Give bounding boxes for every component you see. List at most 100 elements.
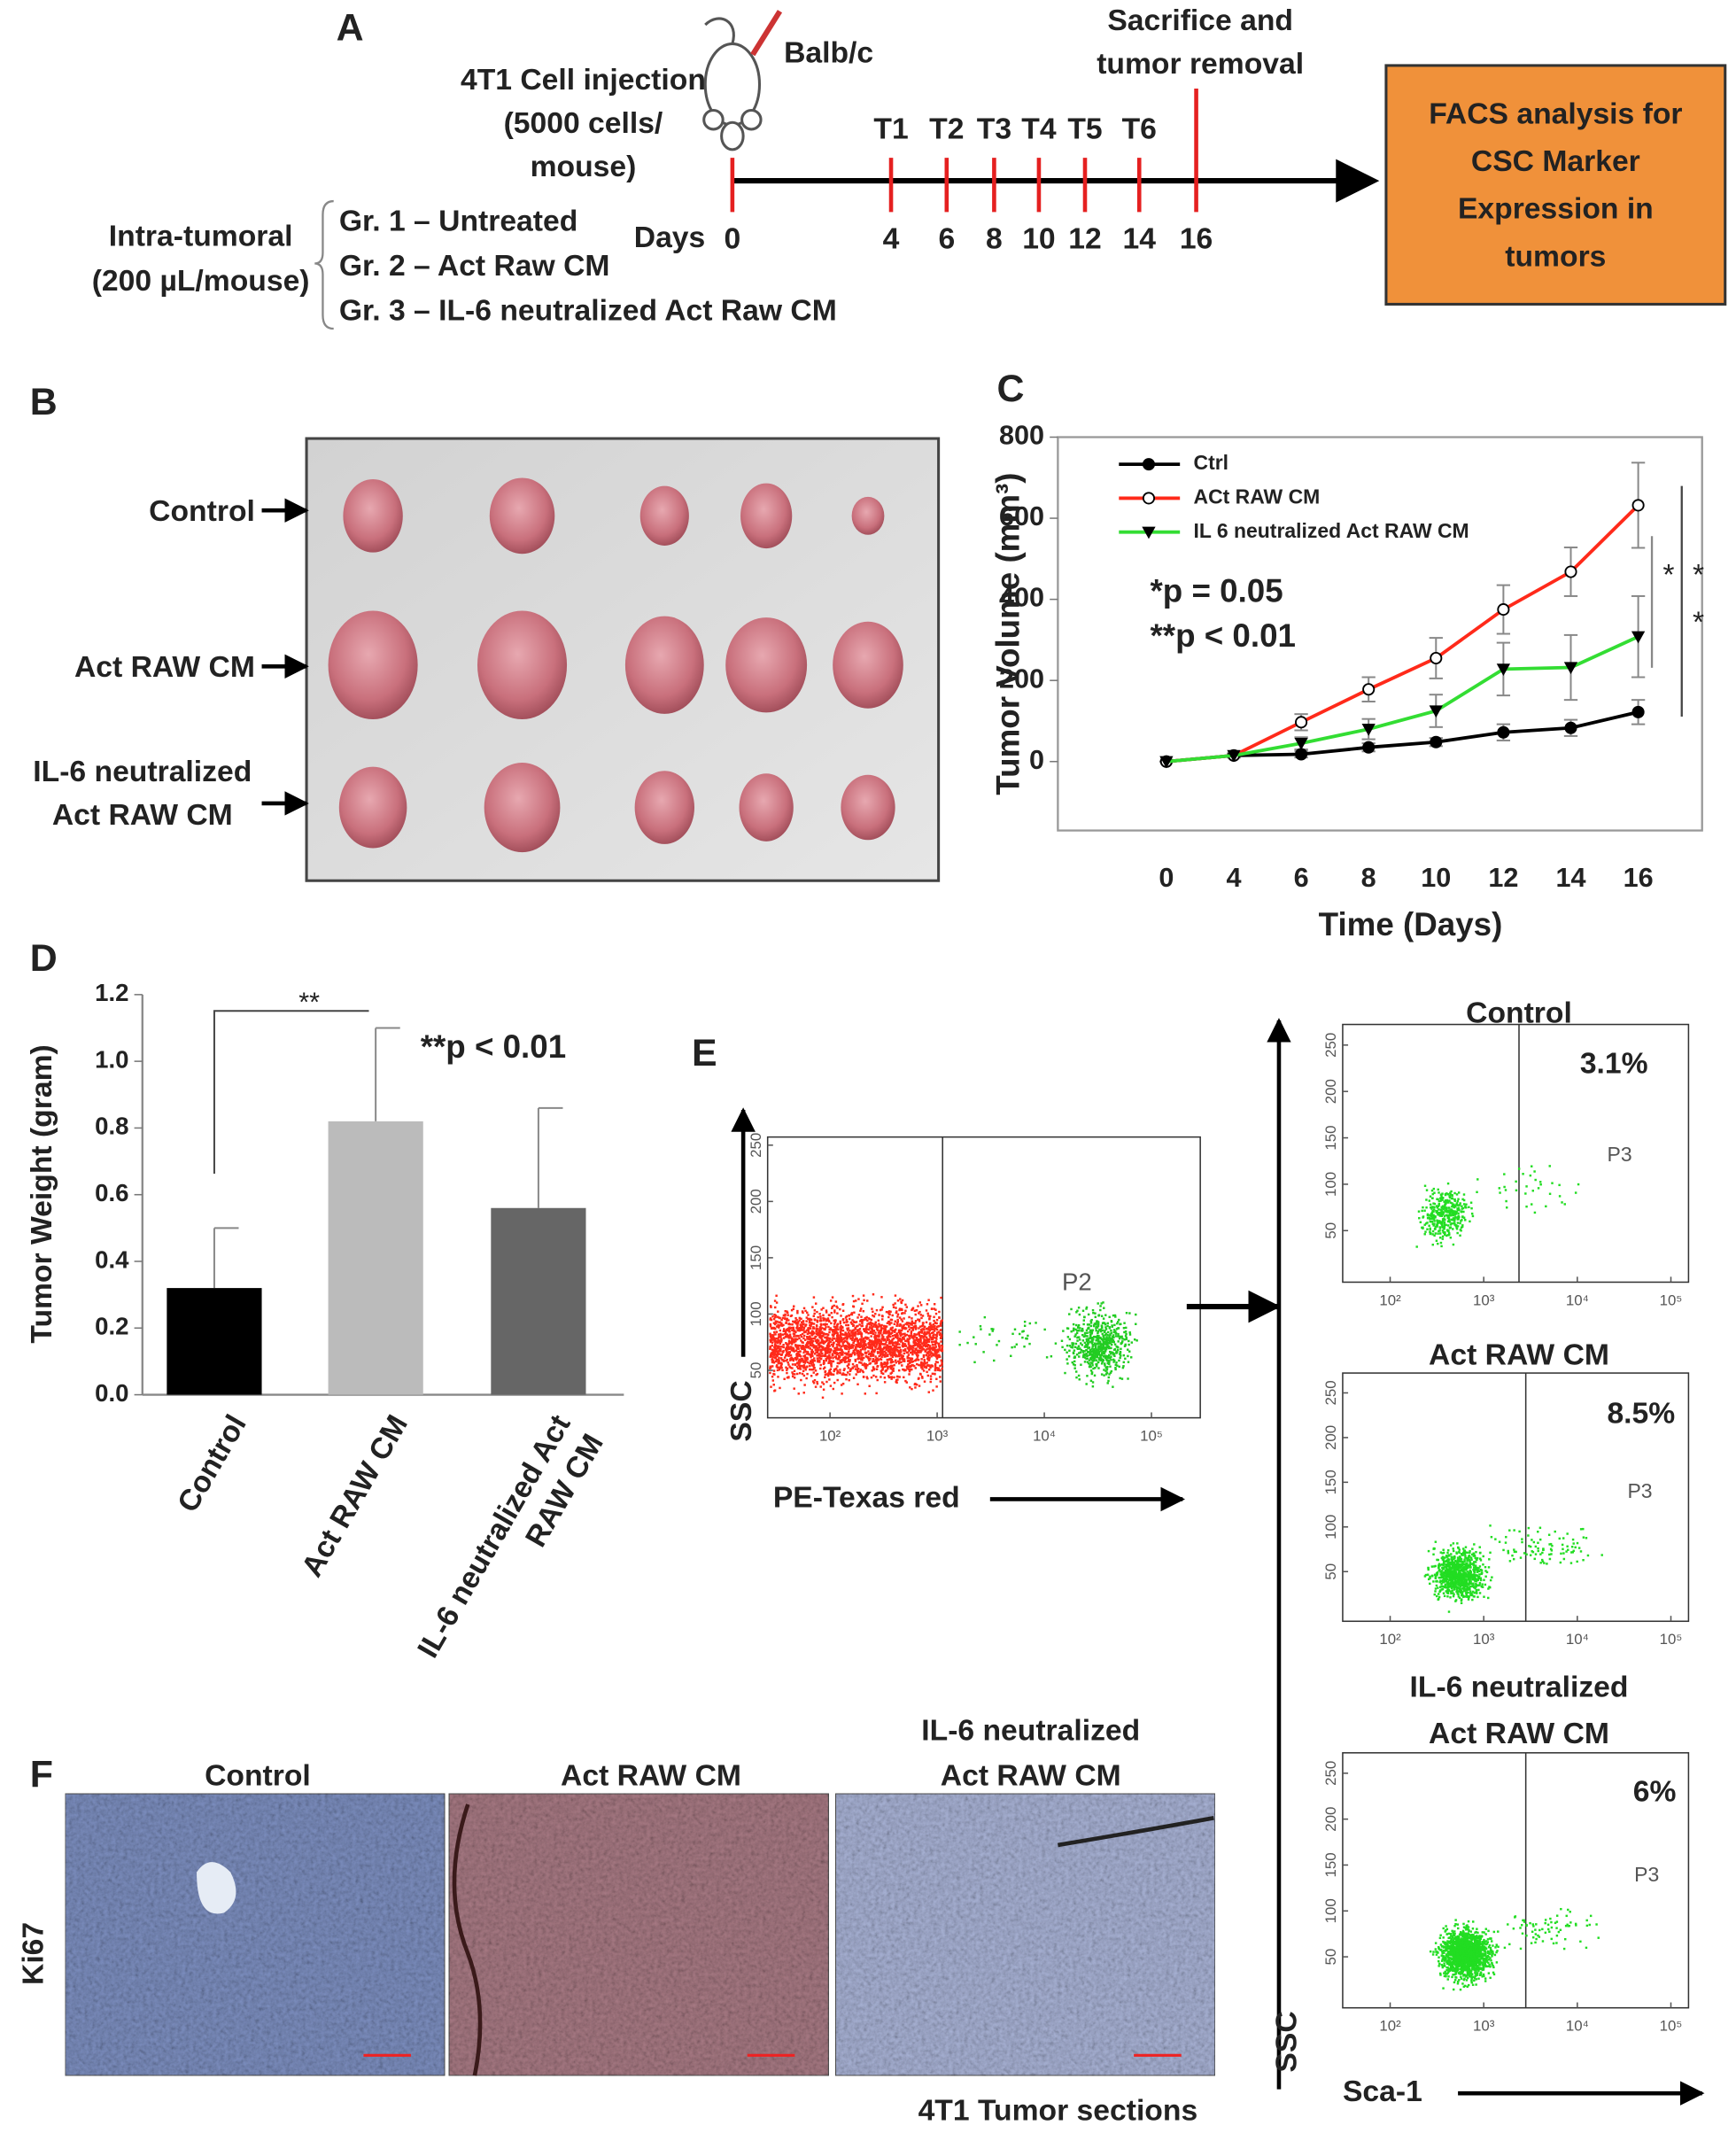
event-dot <box>914 1352 916 1353</box>
event-dot <box>1466 1560 1468 1562</box>
event-dot <box>1560 1553 1562 1555</box>
event-dot <box>850 1331 852 1333</box>
event-dot <box>802 1338 804 1339</box>
event-dot <box>1068 1355 1070 1357</box>
day-label: 0 <box>725 222 741 255</box>
event-dot <box>1110 1330 1112 1331</box>
event-dot <box>1134 1338 1135 1340</box>
y-tick-label: 0.2 <box>95 1313 128 1340</box>
event-dot <box>1429 1199 1430 1201</box>
event-dot <box>1114 1369 1116 1370</box>
event-dot <box>770 1366 771 1368</box>
event-dot <box>1076 1339 1078 1341</box>
event-dot <box>1476 1584 1477 1586</box>
event-dot <box>832 1354 833 1356</box>
facs-text: Expression in <box>1458 193 1654 226</box>
event-dot <box>1457 1218 1459 1220</box>
event-dot <box>926 1345 927 1346</box>
event-dot <box>1503 1173 1505 1175</box>
event-dot <box>864 1346 865 1347</box>
event-dot <box>875 1362 877 1364</box>
event-dot <box>794 1370 795 1372</box>
event-dot <box>870 1335 872 1337</box>
event-dot <box>1066 1358 1067 1360</box>
event-dot <box>1457 1594 1459 1595</box>
event-dot <box>828 1331 830 1333</box>
event-dot <box>1108 1316 1110 1318</box>
event-dot <box>927 1299 929 1300</box>
event-dot <box>899 1298 901 1299</box>
event-dot <box>1104 1326 1106 1328</box>
event-dot <box>1104 1364 1105 1366</box>
event-dot <box>773 1331 775 1333</box>
event-dot <box>780 1357 782 1359</box>
event-dot <box>780 1362 782 1364</box>
event-dot <box>1081 1344 1083 1346</box>
event-dot <box>784 1318 786 1320</box>
event-dot <box>779 1336 781 1338</box>
x-tick-label: 6 <box>1294 863 1309 893</box>
event-dot <box>834 1332 836 1334</box>
event-dot <box>777 1376 779 1377</box>
event-dot <box>863 1338 864 1340</box>
event-dot <box>1027 1335 1028 1337</box>
event-dot <box>908 1373 910 1375</box>
event-dot <box>850 1338 852 1339</box>
event-dot <box>778 1337 779 1338</box>
event-dot <box>1423 1210 1425 1212</box>
facs-text: tumors <box>1505 240 1606 273</box>
event-dot <box>880 1372 882 1374</box>
event-dot <box>1483 1595 1484 1597</box>
event-dot <box>1011 1333 1013 1335</box>
event-dot <box>1445 1564 1447 1566</box>
event-dot <box>828 1348 830 1350</box>
event-dot <box>1450 1208 1452 1210</box>
event-dot <box>932 1373 934 1375</box>
event-dot <box>1554 1531 1556 1532</box>
event-dot <box>1483 1555 1484 1557</box>
event-dot <box>1439 1237 1441 1238</box>
event-dot <box>885 1346 887 1347</box>
flow-y-tick: 250 <box>1322 1761 1339 1786</box>
event-dot <box>812 1369 814 1370</box>
event-dot <box>1089 1331 1090 1333</box>
event-dot <box>1123 1354 1125 1356</box>
event-dot <box>1106 1360 1108 1361</box>
event-dot <box>810 1356 811 1358</box>
event-dot <box>1438 1220 1440 1222</box>
event-dot <box>795 1335 797 1337</box>
event-dot <box>1473 1592 1475 1594</box>
injection-text: mouse) <box>531 151 637 183</box>
event-dot <box>923 1333 925 1335</box>
event-dot <box>792 1373 794 1375</box>
flow-x-tick: 10² <box>819 1427 841 1444</box>
event-dot <box>1453 1244 1454 1245</box>
event-dot <box>1465 1551 1467 1553</box>
event-dot <box>1471 1547 1473 1549</box>
event-dot <box>872 1311 873 1313</box>
event-dot <box>1104 1349 1106 1351</box>
event-dot <box>1453 1562 1455 1563</box>
event-dot <box>848 1343 849 1345</box>
event-dot <box>1443 1593 1445 1594</box>
event-dot <box>1434 1590 1436 1592</box>
event-dot <box>909 1362 911 1364</box>
event-dot <box>924 1366 926 1368</box>
event-dot <box>813 1327 815 1329</box>
event-dot <box>1538 1187 1539 1189</box>
event-dot <box>1572 1539 1574 1540</box>
event-dot <box>1461 1219 1462 1221</box>
event-dot <box>860 1335 862 1337</box>
event-dot <box>1439 1586 1441 1587</box>
event-dot <box>1102 1301 1104 1303</box>
event-dot <box>1091 1337 1093 1338</box>
event-dot <box>1450 1237 1452 1238</box>
event-dot <box>839 1308 841 1310</box>
gate-label: P2 <box>1062 1268 1092 1295</box>
event-dot <box>924 1380 926 1382</box>
event-dot <box>853 1365 855 1367</box>
event-dot <box>781 1346 783 1347</box>
event-dot <box>928 1338 930 1340</box>
event-dot <box>769 1372 771 1374</box>
event-dot <box>787 1318 788 1320</box>
